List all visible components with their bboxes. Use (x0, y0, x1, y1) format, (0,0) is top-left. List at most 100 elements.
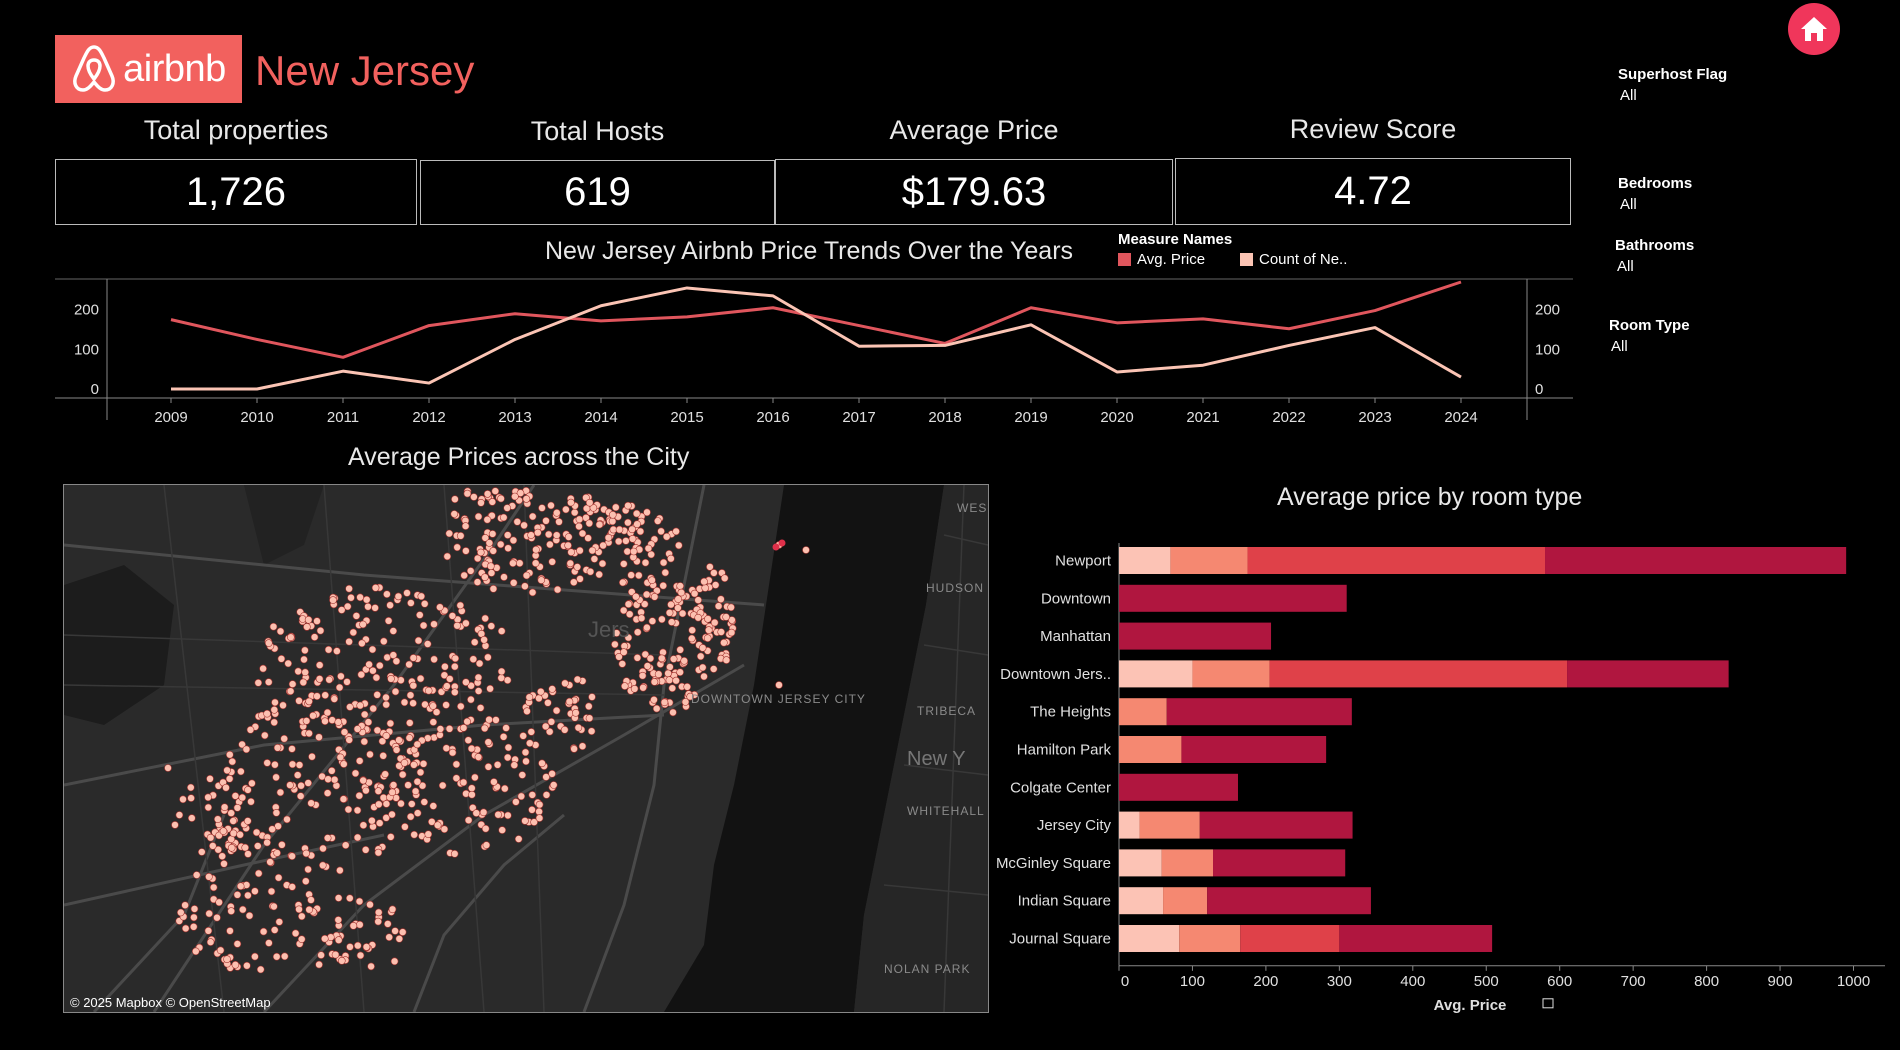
listing-marker[interactable] (318, 861, 327, 870)
listing-marker[interactable] (450, 688, 459, 696)
listing-marker[interactable] (452, 774, 461, 783)
listing-marker[interactable] (270, 902, 278, 911)
listing-marker[interactable] (317, 951, 325, 959)
listing-marker[interactable] (375, 661, 384, 670)
bar-segment[interactable] (1339, 925, 1493, 952)
listing-marker[interactable] (677, 588, 686, 597)
listing-marker[interactable] (672, 676, 680, 685)
listing-marker[interactable] (527, 531, 535, 539)
listing-marker[interactable] (270, 926, 279, 934)
listing-marker-high[interactable] (778, 539, 786, 547)
listing-marker[interactable] (336, 866, 344, 875)
listing-marker[interactable] (469, 655, 478, 663)
listing-marker[interactable] (537, 576, 546, 584)
listing-marker[interactable] (382, 700, 391, 709)
listing-marker[interactable] (623, 547, 632, 556)
listing-marker[interactable] (643, 623, 651, 632)
listing-marker[interactable] (674, 595, 683, 603)
listing-marker[interactable] (347, 593, 355, 602)
listing-marker[interactable] (544, 530, 553, 539)
listing-marker[interactable] (267, 887, 276, 896)
listing-marker[interactable] (481, 614, 490, 623)
bar-segment[interactable] (1166, 698, 1352, 726)
listing-marker[interactable] (503, 504, 512, 512)
listing-marker[interactable] (379, 637, 388, 646)
listing-marker[interactable] (620, 682, 629, 690)
listing-marker[interactable] (574, 723, 583, 732)
listing-marker[interactable] (680, 657, 689, 665)
filter-room-type-value[interactable]: All (1611, 338, 1628, 355)
listing-marker[interactable] (400, 758, 409, 767)
listing-marker[interactable] (421, 700, 429, 709)
listing-marker[interactable] (648, 617, 657, 625)
listing-marker[interactable] (474, 753, 483, 761)
price-map[interactable]: WES VILLA HUDSON SQUARE DOWNTOWN JERSEY … (63, 484, 989, 1013)
listing-marker[interactable] (555, 517, 563, 526)
listing-marker[interactable] (650, 678, 659, 686)
listing-marker[interactable] (471, 773, 479, 782)
listing-marker[interactable] (523, 707, 531, 715)
listing-marker[interactable] (483, 515, 492, 524)
listing-marker[interactable] (382, 813, 391, 822)
listing-marker[interactable] (618, 578, 627, 587)
listing-marker[interactable] (470, 638, 479, 646)
listing-marker[interactable] (188, 814, 196, 822)
listing-marker[interactable] (488, 498, 497, 506)
listing-marker[interactable] (256, 965, 265, 974)
listing-marker[interactable] (521, 582, 529, 590)
listing-marker[interactable] (177, 908, 185, 917)
listing-marker[interactable] (395, 736, 403, 744)
listing-marker[interactable] (678, 609, 687, 618)
listing-marker[interactable] (611, 640, 619, 649)
listing-marker[interactable] (323, 789, 332, 797)
listing-marker[interactable] (294, 667, 302, 676)
listing-marker[interactable] (436, 603, 444, 611)
listing-marker[interactable] (424, 686, 433, 695)
listing-marker[interactable] (353, 806, 362, 815)
listing-marker[interactable] (216, 946, 225, 955)
listing-marker[interactable] (384, 617, 393, 625)
listing-marker[interactable] (301, 668, 309, 677)
listing-marker[interactable] (462, 678, 470, 686)
listing-marker[interactable] (632, 592, 640, 601)
bar-segment[interactable] (1170, 547, 1248, 574)
listing-marker[interactable] (633, 628, 642, 636)
listing-marker[interactable] (614, 537, 623, 546)
listing-marker[interactable] (280, 952, 289, 961)
listing-marker[interactable] (390, 957, 399, 966)
listing-marker[interactable] (355, 757, 364, 765)
listing-marker[interactable] (531, 559, 540, 567)
listing-marker[interactable] (334, 718, 343, 726)
listing-marker[interactable] (222, 783, 230, 792)
listing-marker[interactable] (288, 760, 297, 769)
listing-marker[interactable] (233, 890, 242, 899)
listing-marker[interactable] (419, 621, 428, 630)
listing-marker[interactable] (585, 519, 594, 528)
listing-marker[interactable] (615, 653, 623, 661)
listing-marker[interactable] (406, 812, 415, 821)
sort-icon[interactable] (1542, 998, 1554, 1009)
listing-marker[interactable] (711, 581, 720, 589)
series-line-count[interactable] (171, 286, 1462, 391)
listing-marker[interactable] (204, 926, 213, 935)
legend-item-avg-price[interactable]: Avg. Price (1118, 251, 1205, 268)
listing-marker[interactable] (630, 685, 639, 693)
listing-marker[interactable] (703, 634, 712, 642)
listing-marker[interactable] (219, 827, 228, 835)
listing-marker[interactable] (198, 848, 206, 856)
listing-marker[interactable] (270, 718, 278, 727)
listing-marker[interactable] (641, 558, 650, 567)
listing-marker[interactable] (266, 858, 274, 866)
listing-marker[interactable] (720, 638, 728, 647)
listing-marker[interactable] (584, 534, 592, 542)
listing-marker[interactable] (497, 627, 506, 635)
listing-marker[interactable] (272, 952, 281, 961)
listing-marker[interactable] (344, 805, 353, 814)
listing-marker[interactable] (392, 746, 401, 754)
listing-marker[interactable] (576, 575, 584, 583)
listing-marker[interactable] (271, 698, 279, 707)
listing-marker[interactable] (429, 702, 437, 710)
listing-marker[interactable] (483, 490, 492, 498)
listing-marker[interactable] (573, 563, 582, 571)
listing-marker[interactable] (270, 706, 279, 714)
